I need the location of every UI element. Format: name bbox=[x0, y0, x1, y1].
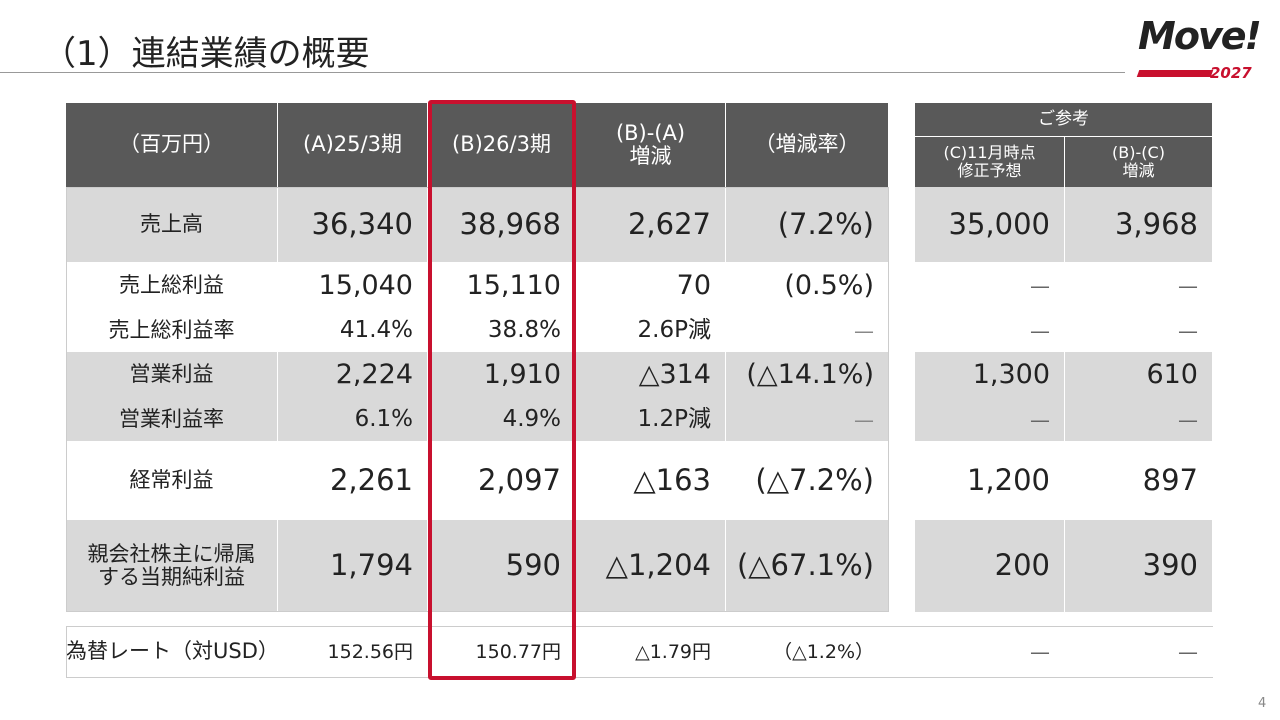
column-header: （増減率） bbox=[726, 103, 889, 187]
reference-cell: — bbox=[1065, 310, 1213, 352]
row-label: 為替レート（対USD） bbox=[66, 626, 279, 678]
reference-cell: — bbox=[1065, 262, 1213, 310]
reference-cell: — bbox=[1065, 398, 1213, 441]
value-cell: 152.56円 bbox=[278, 626, 428, 678]
value-cell: 36,340 bbox=[278, 187, 428, 262]
value-cell: — bbox=[726, 310, 889, 352]
value-cell: (7.2%) bbox=[726, 187, 889, 262]
reference-cell: 200 bbox=[915, 520, 1065, 612]
value-cell: （△1.2%） bbox=[726, 626, 889, 678]
value-cell: 2,224 bbox=[278, 352, 428, 398]
row-label: 営業利益 bbox=[66, 352, 278, 398]
value-cell: (0.5%) bbox=[726, 262, 889, 310]
value-cell: 150.77円 bbox=[428, 626, 576, 678]
column-header: (B)26/3期 bbox=[428, 103, 576, 187]
row-label: 売上総利益率 bbox=[66, 310, 278, 352]
reference-cell: — bbox=[915, 398, 1065, 441]
row-label: 売上高 bbox=[66, 187, 278, 262]
value-cell: 70 bbox=[576, 262, 726, 310]
value-cell: 590 bbox=[428, 520, 576, 612]
value-cell: △1,204 bbox=[576, 520, 726, 612]
column-header: (B)-(A) 増減 bbox=[576, 103, 726, 187]
reference-cell: 390 bbox=[1065, 520, 1213, 612]
reference-title: ご参考 bbox=[915, 103, 1213, 137]
highlight-box bbox=[428, 100, 576, 680]
value-cell: 6.1% bbox=[278, 398, 428, 441]
page-number: 4 bbox=[1258, 696, 1267, 711]
value-cell: 2,627 bbox=[576, 187, 726, 262]
value-cell: — bbox=[726, 398, 889, 441]
value-cell: 15,040 bbox=[278, 262, 428, 310]
value-cell: 1.2P減 bbox=[576, 398, 726, 441]
reference-cell: 35,000 bbox=[915, 187, 1065, 262]
table-border bbox=[66, 187, 889, 612]
reference-cell: — bbox=[915, 310, 1065, 352]
reference-header: (C)11月時点 修正予想 bbox=[915, 137, 1065, 187]
reference-cell: 897 bbox=[1065, 441, 1213, 520]
value-cell: △1.79円 bbox=[576, 626, 726, 678]
value-cell: (△7.2%) bbox=[726, 441, 889, 520]
reference-cell: 1,300 bbox=[915, 352, 1065, 398]
value-cell: 1,794 bbox=[278, 520, 428, 612]
row-label: 親会社株主に帰属 する当期純利益 bbox=[66, 520, 278, 612]
reference-cell: — bbox=[915, 262, 1065, 310]
value-cell: 2.6P減 bbox=[576, 310, 726, 352]
reference-cell: 1,200 bbox=[915, 441, 1065, 520]
value-cell: 41.4% bbox=[278, 310, 428, 352]
row-label: 営業利益率 bbox=[66, 398, 278, 441]
fx-border bbox=[66, 626, 1213, 678]
value-cell: 38,968 bbox=[428, 187, 576, 262]
column-header: （百万円） bbox=[66, 103, 278, 187]
title-rule bbox=[0, 72, 1125, 73]
logo: Move! bbox=[1138, 14, 1262, 58]
value-cell: 2,097 bbox=[428, 441, 576, 520]
reference-header: (B)-(C) 増減 bbox=[1065, 137, 1213, 187]
value-cell: △163 bbox=[576, 441, 726, 520]
logo-year: 2027 bbox=[1210, 64, 1252, 82]
value-cell: 38.8% bbox=[428, 310, 576, 352]
row-label: 売上総利益 bbox=[66, 262, 278, 310]
reference-cell: 610 bbox=[1065, 352, 1213, 398]
slide-title: （1）連結業績の概要 bbox=[42, 34, 370, 74]
value-cell: 15,110 bbox=[428, 262, 576, 310]
row-label: 経常利益 bbox=[66, 441, 278, 520]
value-cell: 1,910 bbox=[428, 352, 576, 398]
logo-bar bbox=[1136, 70, 1214, 77]
value-cell: △314 bbox=[576, 352, 726, 398]
column-header: (A)25/3期 bbox=[278, 103, 428, 187]
reference-cell: 3,968 bbox=[1065, 187, 1213, 262]
reference-cell: — bbox=[915, 626, 1065, 678]
value-cell: 2,261 bbox=[278, 441, 428, 520]
reference-cell: — bbox=[1065, 626, 1213, 678]
value-cell: 4.9% bbox=[428, 398, 576, 441]
value-cell: (△14.1%) bbox=[726, 352, 889, 398]
